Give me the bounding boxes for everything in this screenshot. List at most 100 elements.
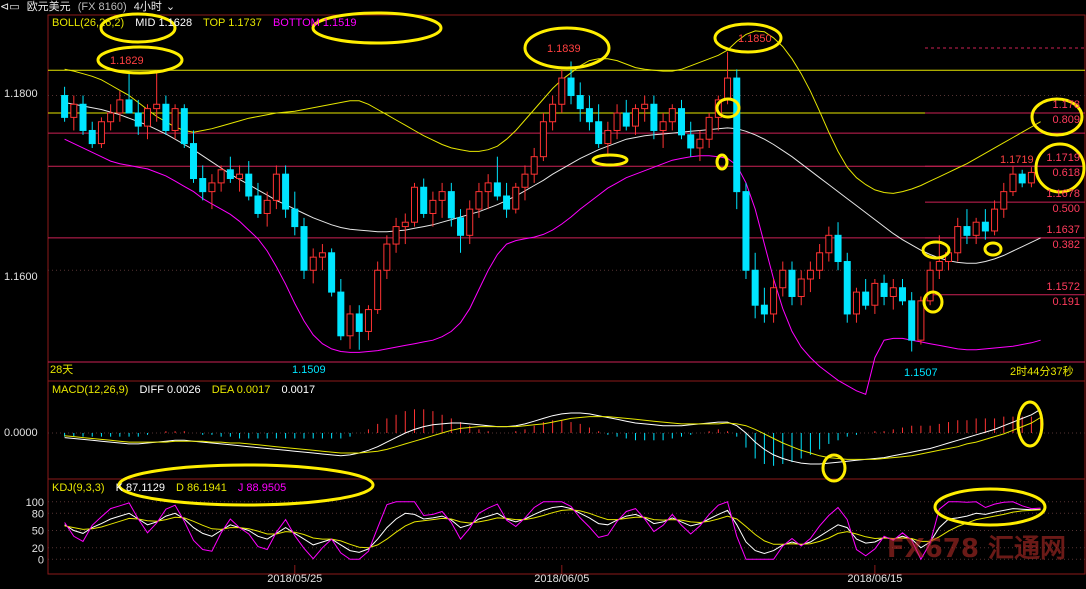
fibonacci-price: 1.178 <box>1052 99 1080 111</box>
candle-body <box>236 173 244 180</box>
candle-body <box>926 269 934 302</box>
date-label: 2018/06/05 <box>534 573 589 585</box>
candle-body <box>457 217 465 236</box>
symbol-code: (FX 8160) <box>77 1 127 13</box>
candle-body <box>972 221 980 236</box>
fibonacci-ratio: 0.191 <box>1052 295 1080 308</box>
candle-body <box>171 108 179 131</box>
fibonacci-price: 1.1637 <box>1046 223 1080 236</box>
candle-body <box>668 108 676 123</box>
candle-body <box>1009 173 1017 193</box>
days-label: 28天 <box>50 364 74 376</box>
candle-body <box>641 103 649 110</box>
highlight-ellipse <box>591 153 629 167</box>
candle-body <box>438 191 446 201</box>
candle-body <box>337 291 345 337</box>
kdj-k: K 87.1129 <box>115 482 165 494</box>
highlight-ellipse <box>821 453 847 483</box>
candle-body <box>466 208 474 236</box>
candle-body <box>116 99 124 114</box>
candle-body <box>134 112 142 127</box>
candle-body <box>705 116 713 140</box>
annotation-low1: 1.1509 <box>292 364 326 376</box>
macd-value: 0.0017 <box>281 384 316 396</box>
candle-body <box>834 234 842 263</box>
candle-body <box>678 108 686 136</box>
candle-body <box>162 103 170 131</box>
macd-zero-tick: 0.0000 <box>4 427 38 439</box>
timeframe-selector[interactable]: 4小时 ⌄ <box>134 1 179 13</box>
candle-body <box>871 282 879 306</box>
candle-body <box>254 195 262 214</box>
candle-body <box>107 112 115 123</box>
highlight-ellipse <box>96 45 184 75</box>
kdj-d: D 86.1941 <box>176 482 227 494</box>
candle-body <box>917 300 925 341</box>
candle-body <box>631 108 639 127</box>
highlight-ellipse <box>983 241 1003 257</box>
candle-body <box>806 269 814 280</box>
kdj-label[interactable]: KDJ(9,3,3) <box>52 482 105 494</box>
candle-body <box>245 173 253 197</box>
candle-body <box>180 108 188 145</box>
candle-body <box>760 304 768 315</box>
kdj-d-line <box>64 509 1041 549</box>
chart-header: ⊲▭ 欧元美元 (FX 8160) 4小时 ⌄ <box>0 0 1086 14</box>
candle-body <box>88 129 96 145</box>
candle-body <box>401 221 409 228</box>
candle-body <box>61 95 69 118</box>
watermark: FX678 汇通网 <box>886 534 1066 564</box>
candle-body <box>742 191 750 271</box>
annotation-high1: 1.1829 <box>110 55 144 67</box>
price-tick-1: 1.1800 <box>4 88 38 100</box>
boll-top: TOP 1.1737 <box>202 17 262 29</box>
fibonacci-ratio: 0.500 <box>1052 203 1080 216</box>
candle-body <box>604 129 612 145</box>
kdj-tick-label: 80 <box>32 508 44 520</box>
candle-body <box>880 282 888 297</box>
fibonacci-price: 1.1572 <box>1046 280 1080 293</box>
candle-body <box>493 182 501 197</box>
candle-body <box>659 121 667 131</box>
highlight-ellipse <box>1016 400 1044 448</box>
fibonacci-price: 1.1678 <box>1046 188 1080 201</box>
candle-body <box>963 226 971 236</box>
date-label: 2018/05/25 <box>267 573 322 585</box>
date-label: 2018/06/15 <box>847 573 902 585</box>
boll-bottom: BOTTOM 1.1519 <box>272 17 357 29</box>
kdj-k-line <box>64 505 1041 555</box>
highlight-ellipse <box>1034 142 1086 194</box>
kdj-j: J 88.9505 <box>237 482 287 494</box>
candle-body <box>954 226 962 254</box>
candle-body <box>70 103 78 118</box>
boll-legend: BOLL(26,26,2) MID 1.1628 TOP 1.1737 BOTT… <box>52 17 365 30</box>
boll-label[interactable]: BOLL(26,26,2) <box>52 17 125 29</box>
candle-body <box>862 291 870 306</box>
highlight-ellipse <box>921 240 951 260</box>
candle-body <box>908 300 916 341</box>
fibonacci-price: 1.1719 <box>1046 152 1080 165</box>
macd-label[interactable]: MACD(12,26,9) <box>52 384 129 396</box>
candle-body <box>318 252 326 258</box>
candle-body <box>825 234 833 254</box>
candle-body <box>190 143 198 180</box>
candle-body <box>530 156 538 175</box>
price-tick-2: 1.1600 <box>4 271 38 283</box>
macd-diff-line <box>64 408 1041 465</box>
candle-body <box>751 269 759 306</box>
candle-body <box>539 121 547 158</box>
highlight-ellipse <box>117 463 375 507</box>
candle-body <box>208 182 216 193</box>
countdown-label: 2时44分37秒 <box>1010 366 1074 378</box>
candle-body <box>143 108 151 127</box>
macd-diff: DIFF 0.0026 <box>139 384 201 396</box>
highlight-ellipse <box>1030 97 1084 137</box>
candle-body <box>475 191 483 210</box>
fibonacci-ratio: 0.382 <box>1052 238 1080 251</box>
highlight-ellipse <box>933 487 1047 527</box>
back-arrow-icon[interactable]: ⊲▭ <box>0 1 20 13</box>
candle-body <box>567 77 575 97</box>
candle-body <box>420 186 428 214</box>
candle-body <box>272 173 280 201</box>
